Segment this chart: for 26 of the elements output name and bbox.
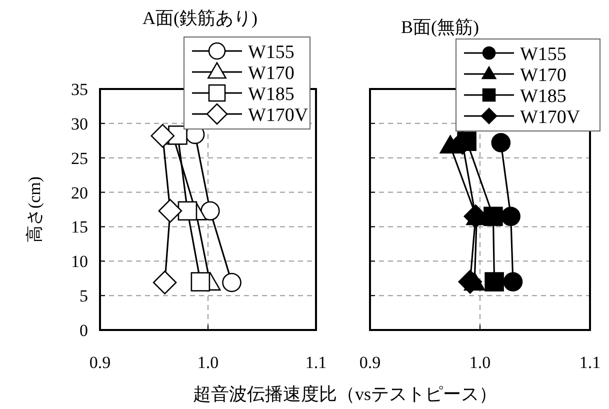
x-tick-label: 1.1: [579, 353, 601, 372]
x-axis-title: 超音波伝播速度比（vsテストピース）: [192, 384, 498, 404]
x-tick-label: 1.0: [469, 353, 491, 372]
y-tick-label: 30: [71, 114, 88, 134]
y-tick-label: 10: [71, 252, 88, 272]
legend-label: W185: [520, 86, 566, 107]
y-tick-label: 5: [80, 286, 88, 306]
chart-title: A面(鉄筋あり): [142, 8, 258, 28]
y-tick-label: 35: [71, 80, 88, 99]
x-tick-label: 0.9: [89, 353, 111, 372]
legend-label: W170V: [248, 105, 308, 126]
y-tick-label: 20: [71, 183, 88, 202]
y-tick-label: 25: [71, 148, 88, 168]
y-tick-label: 0: [80, 321, 88, 340]
legend-label: W170V: [520, 107, 580, 128]
y-tick-label: 15: [71, 218, 88, 237]
legend-label: W155: [248, 42, 294, 63]
x-tick-label: 1.1: [305, 353, 327, 372]
legend-label: W155: [520, 44, 566, 65]
x-tick-label: 0.9: [359, 353, 381, 372]
chart-title: B面(無筋): [401, 17, 479, 37]
legend-label: W170: [520, 65, 566, 86]
y-axis-title: 高さ(cm): [25, 176, 44, 243]
x-tick-label: 1.0: [197, 353, 219, 372]
legend-label: W170: [248, 63, 294, 84]
legend-label: W185: [248, 84, 294, 105]
